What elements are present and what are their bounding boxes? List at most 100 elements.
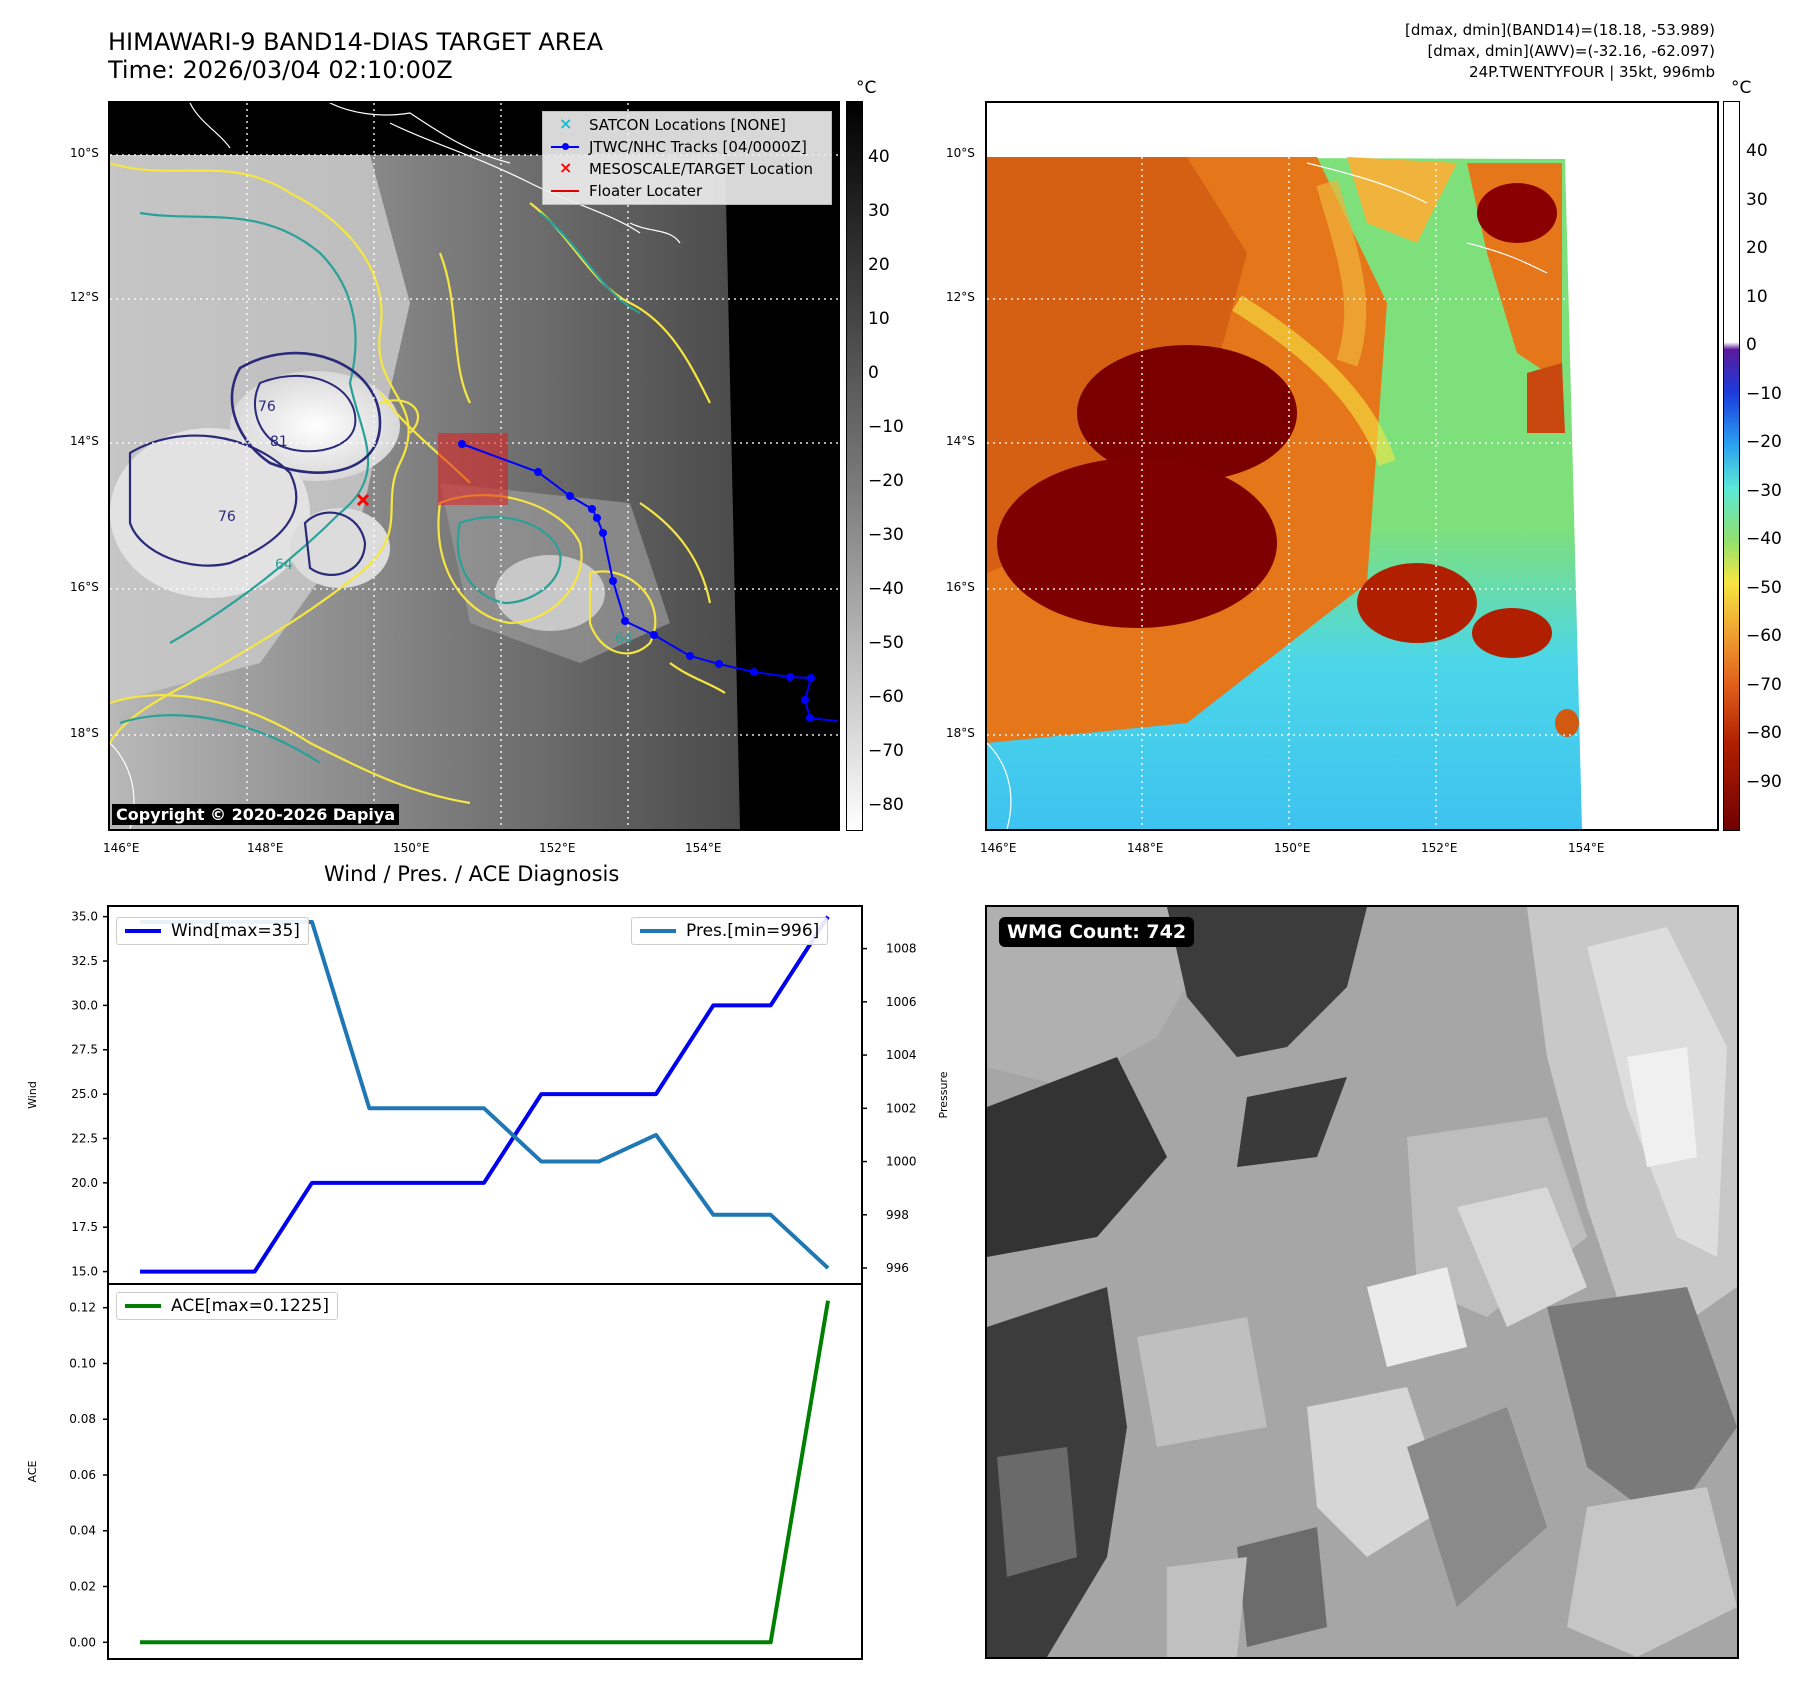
lat-label: 10°S: [70, 146, 99, 160]
legend-label: MESOSCALE/TARGET Location: [589, 160, 814, 178]
lon-label: 146°E: [103, 841, 140, 855]
wind-line-icon: [125, 929, 161, 933]
lat-label: 16°S: [70, 580, 99, 594]
lon-label: 154°E: [685, 841, 722, 855]
colorbar-tick: −60: [868, 687, 904, 707]
colorbar-tick: 20: [1746, 238, 1768, 258]
pressure-tick-label: 1002: [886, 1101, 917, 1115]
wind-tick-label: 27.5: [71, 1043, 98, 1057]
legend-floater: Floater Locater: [551, 180, 823, 202]
wind-series-line: [140, 915, 830, 1274]
colorbar-tick: 40: [1746, 141, 1768, 161]
colorbar-tick: −80: [868, 795, 904, 815]
ace-tick-label: 0.10: [69, 1356, 96, 1370]
lat-label: 16°S: [946, 580, 975, 594]
colorbar-unit: °C: [856, 78, 877, 98]
wind-tick-label: 15.0: [71, 1265, 98, 1279]
info-awv: [dmax, dmin](AWV)=(-32.16, -62.097): [1427, 42, 1715, 60]
contour-label: 76: [218, 509, 236, 525]
colorbar-tick: −30: [868, 525, 904, 545]
pressure-series-line: [140, 919, 830, 1270]
pressure-line-icon: [640, 929, 676, 933]
colorbar-tick: −60: [1746, 626, 1782, 646]
lon-label: 154°E: [1568, 841, 1605, 855]
pressure-tick-label: 1008: [886, 942, 917, 956]
ace-tick-label: 0.08: [69, 1412, 96, 1426]
wind-tick-label: 35.0: [71, 910, 98, 924]
wind-legend: Wind[max=35]: [116, 917, 309, 945]
legend-label: SATCON Locations [NONE]: [589, 116, 786, 134]
lon-label: 150°E: [393, 841, 430, 855]
awv-map-image: [987, 103, 1717, 829]
lon-label: 152°E: [539, 841, 576, 855]
awv-colorbar-ticks: 40 30 20 10 0 −10 −20 −30 −40 −50 −60 −7…: [1746, 101, 1796, 831]
colorbar-tick: −70: [868, 741, 904, 761]
legend-label: Wind[max=35]: [171, 921, 300, 941]
lat-label: 12°S: [946, 290, 975, 304]
lat-label: 18°S: [70, 726, 99, 740]
colorbar-tick: −90: [1746, 772, 1782, 792]
wind-tick-label: 30.0: [71, 998, 98, 1012]
red-x-icon: ×: [559, 158, 573, 177]
lon-label: 150°E: [1274, 841, 1311, 855]
colorbar-tick: 30: [1746, 190, 1768, 210]
awv-map: [985, 101, 1719, 831]
colorbar-tick: −40: [868, 579, 904, 599]
colorbar-tick: 40: [868, 147, 890, 167]
lat-label: 14°S: [946, 434, 975, 448]
legend-track: JTWC/NHC Tracks [04/0000Z]: [551, 136, 823, 158]
pressure-legend: Pres.[min=996]: [631, 917, 829, 945]
wind-tick-label: 17.5: [71, 1220, 98, 1234]
ace-axes-frame: [107, 1283, 863, 1660]
colorbar-tick: −50: [868, 633, 904, 653]
colorbar-tick: −20: [1746, 432, 1782, 452]
track-line-icon: [551, 140, 579, 154]
lon-label: 148°E: [1127, 841, 1164, 855]
colorbar-tick: 0: [1746, 335, 1757, 355]
band14-map-image: 76 81 76 64 64: [110, 103, 838, 829]
wind-tick-label: 20.0: [71, 1176, 98, 1190]
ace-line-icon: [125, 1304, 161, 1308]
ace-axis-label: ACE: [26, 1460, 39, 1482]
lat-label: 10°S: [946, 146, 975, 160]
ace-tick-label: 0.04: [69, 1524, 96, 1538]
colorbar-tick: 10: [1746, 287, 1768, 307]
wmg-panel: WMG Count: 742: [985, 905, 1739, 1659]
red-line-icon: [551, 184, 579, 198]
ace-tick-label: 0.00: [69, 1635, 96, 1649]
pressure-tick-label: 996: [886, 1261, 909, 1275]
colorbar-tick: 30: [868, 201, 890, 221]
lon-label: 148°E: [247, 841, 284, 855]
pressure-tick-label: 1000: [886, 1155, 917, 1169]
lat-label: 12°S: [70, 290, 99, 304]
colorbar-tick: 0: [868, 363, 879, 383]
contour-label: 81: [270, 434, 288, 450]
colorbar-tick: 20: [868, 255, 890, 275]
ace-series-line: [140, 1300, 830, 1645]
wind-axis-label: Wind: [26, 1081, 39, 1109]
map-legend: × SATCON Locations [NONE] JTWC/NHC Track…: [542, 111, 832, 205]
pressure-axis-label: Pressure: [937, 1071, 950, 1118]
lon-label: 152°E: [1421, 841, 1458, 855]
pressure-tick-label: 1004: [886, 1048, 917, 1062]
lon-label: 146°E: [980, 841, 1017, 855]
legend-satcon: × SATCON Locations [NONE]: [551, 114, 823, 136]
colorbar-tick: −20: [868, 471, 904, 491]
colorbar-tick: −80: [1746, 723, 1782, 743]
colorbar-tick: 10: [868, 309, 890, 329]
colorbar-unit: °C: [1731, 78, 1752, 98]
colorbar-tick: −10: [868, 417, 904, 437]
wind-tick-label: 32.5: [71, 954, 98, 968]
wmg-image: [987, 907, 1737, 1657]
colorbar-tick: −70: [1746, 675, 1782, 695]
chart-title: Wind / Pres. / ACE Diagnosis: [324, 862, 620, 886]
colorbar-tick: −40: [1746, 529, 1782, 549]
lat-label: 18°S: [946, 726, 975, 740]
wind-axes-frame: [107, 905, 863, 1285]
figure-time: Time: 2026/03/04 02:10:00Z: [108, 56, 453, 84]
wind-tick-label: 25.0: [71, 1087, 98, 1101]
band14-colorbar-ticks: 40 30 20 10 0 −10 −20 −30 −40 −50 −60 −7…: [868, 101, 928, 831]
lat-label: 14°S: [70, 434, 99, 448]
ace-tick-label: 0.06: [69, 1468, 96, 1482]
copyright-notice: Copyright © 2020-2026 Dapiya: [112, 804, 400, 825]
